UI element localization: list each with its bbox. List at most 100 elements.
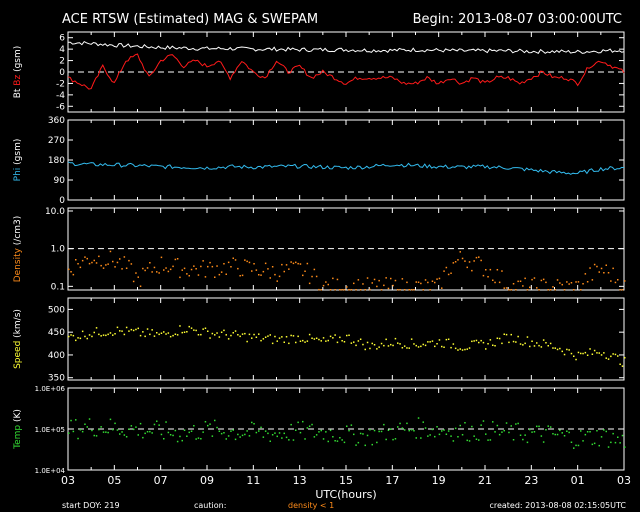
data-point: [218, 273, 221, 276]
data-point: [436, 278, 438, 280]
data-point: [371, 342, 373, 345]
data-point: [605, 357, 607, 359]
data-point: [519, 280, 522, 282]
data-point: [593, 349, 596, 352]
data-point: [288, 342, 290, 345]
data-point: [624, 446, 626, 448]
data-point: [137, 434, 139, 436]
data-point: [549, 426, 552, 428]
data-point: [394, 438, 397, 440]
data-point: [295, 429, 297, 431]
data-point: [339, 289, 341, 291]
data-point: [262, 436, 265, 438]
data-point: [153, 266, 156, 269]
data-point: [197, 334, 200, 336]
y-axis-label-part: Temp: [13, 425, 23, 450]
data-point: [197, 437, 200, 439]
data-point: [130, 263, 133, 265]
data-point: [508, 341, 510, 344]
data-point: [334, 334, 336, 336]
data-point: [237, 334, 239, 336]
data-point: [559, 429, 561, 432]
data-point: [260, 339, 262, 342]
data-point: [501, 431, 503, 433]
y-axis-label-part: Speed: [13, 341, 23, 369]
y-axis-label-part: (/cm3): [13, 216, 23, 248]
data-point: [568, 431, 570, 434]
data-point: [617, 436, 619, 438]
data-point: [619, 442, 621, 444]
data-point: [494, 431, 496, 433]
data-point: [308, 282, 311, 285]
data-point: [403, 429, 406, 431]
data-point: [429, 341, 431, 343]
data-point: [376, 348, 378, 350]
data-point: [322, 438, 325, 440]
data-point: [373, 429, 376, 432]
data-point: [598, 271, 600, 273]
data-point: [318, 288, 320, 291]
data-point: [401, 427, 404, 429]
data-point: [241, 274, 244, 277]
data-point: [276, 435, 278, 438]
data-point: [614, 353, 617, 356]
data-point: [179, 276, 181, 279]
series-temp: [68, 417, 626, 449]
y-axis-label-part: Phi: [13, 168, 23, 182]
data-point: [447, 273, 450, 276]
data-point: [508, 431, 510, 434]
data-point: [403, 345, 406, 347]
data-point: [406, 422, 408, 425]
data-point: [612, 432, 614, 435]
y-tick-label: 180: [48, 156, 65, 166]
panel-temp: 1.0E+06 1.0E+05 1.0E+04 Temp (K): [13, 385, 626, 475]
y-tick-label: 360: [48, 116, 65, 126]
data-point: [454, 347, 457, 350]
panel-phi: 360 270 180 90 0 Phi (gsm): [13, 116, 625, 206]
data-point: [364, 348, 366, 351]
data-point: [142, 436, 144, 439]
data-point: [137, 327, 139, 330]
data-point: [492, 344, 494, 346]
data-point: [149, 430, 151, 433]
data-point: [517, 335, 519, 338]
data-point: [267, 432, 269, 435]
data-point: [225, 334, 227, 336]
y-tick-label: 1.0E+06: [35, 385, 66, 393]
x-tick-label: 13: [293, 474, 307, 487]
data-point: [304, 341, 306, 343]
data-point: [383, 344, 385, 347]
data-point: [216, 265, 218, 267]
data-point: [158, 424, 160, 426]
data-point: [105, 334, 107, 337]
data-point: [79, 337, 82, 340]
data-point: [441, 345, 443, 348]
data-point: [211, 435, 214, 437]
data-point: [142, 331, 144, 333]
data-point: [378, 279, 380, 282]
data-point: [258, 333, 260, 335]
data-point: [348, 334, 350, 336]
data-point: [248, 333, 251, 336]
data-point: [452, 262, 455, 264]
data-point: [190, 268, 193, 271]
y-axis-label-part: Bz: [13, 75, 23, 86]
data-point: [561, 283, 563, 286]
data-point: [68, 335, 70, 338]
data-point: [251, 270, 253, 272]
data-point: [596, 352, 598, 354]
data-point: [410, 289, 413, 291]
data-point: [84, 256, 86, 258]
data-point: [202, 260, 204, 262]
data-point: [357, 340, 360, 342]
data-point: [107, 263, 109, 265]
data-point: [135, 426, 137, 428]
data-point: [614, 441, 617, 444]
y-tick-label: 450: [48, 328, 65, 338]
data-point: [306, 340, 309, 342]
data-point: [267, 268, 269, 270]
data-point: [262, 270, 265, 273]
data-point: [193, 265, 195, 267]
data-point: [100, 426, 102, 428]
data-point: [559, 282, 561, 284]
